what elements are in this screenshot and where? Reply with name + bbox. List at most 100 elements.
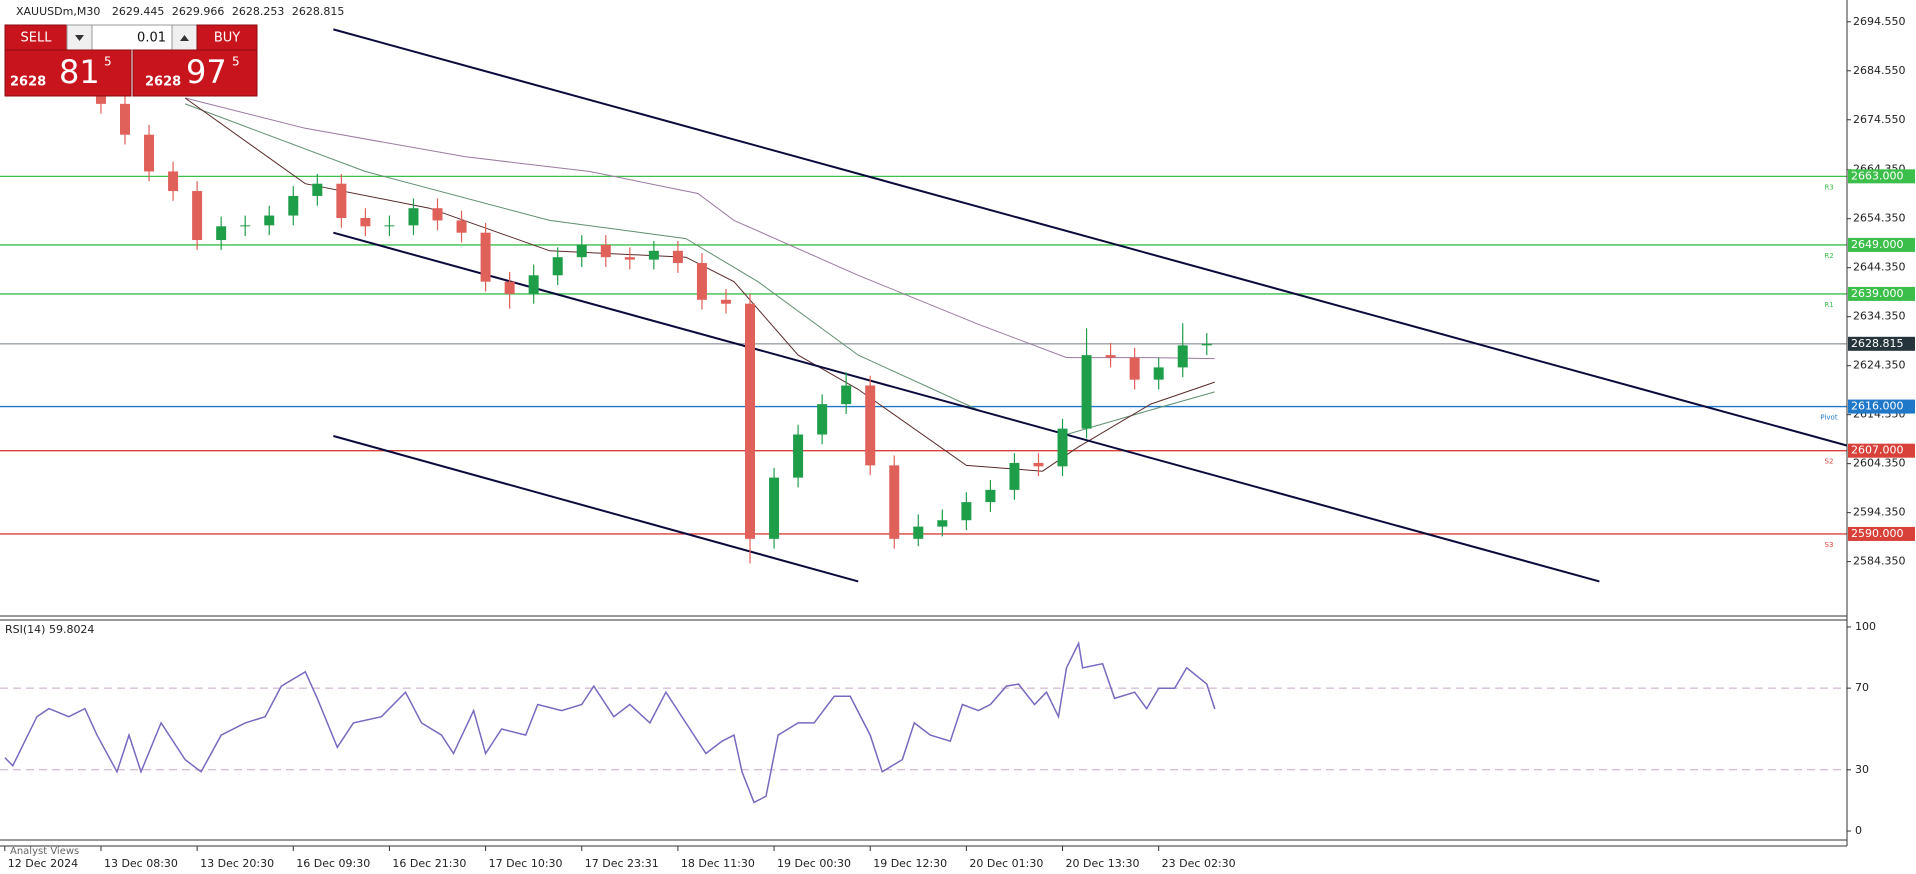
ask-big: 2628 bbox=[145, 75, 181, 90]
level-box bbox=[1848, 526, 1915, 541]
buy-label: BUY bbox=[214, 31, 240, 46]
level-tag: S2 bbox=[1825, 458, 1834, 466]
y-tick-label: 2644.350 bbox=[1853, 261, 1906, 274]
x-tick-label: 23 Dec 02:30 bbox=[1162, 857, 1236, 870]
y-tick-label: 2674.550 bbox=[1853, 113, 1906, 126]
candle-body bbox=[120, 103, 131, 135]
candle-body bbox=[528, 275, 539, 294]
level-label: 2663.000 bbox=[1851, 169, 1904, 182]
buy-button[interactable] bbox=[196, 24, 258, 51]
candle-body bbox=[793, 434, 804, 478]
sell-label: SELL bbox=[21, 31, 53, 46]
level-box bbox=[1848, 286, 1915, 301]
candle-body bbox=[1105, 355, 1116, 358]
level-box bbox=[1848, 336, 1915, 351]
x-tick-label: 19 Dec 12:30 bbox=[873, 857, 947, 870]
candle-body bbox=[1177, 345, 1188, 368]
sell-button[interactable] bbox=[4, 24, 68, 51]
candle-body bbox=[889, 465, 900, 539]
candle-body bbox=[624, 257, 635, 260]
quote-close: 2628.815 bbox=[292, 5, 345, 18]
price-panel: R3 R2 R1 Pivot S2 S3 bbox=[0, 28, 1847, 583]
x-tick-label: 16 Dec 09:30 bbox=[296, 857, 370, 870]
candle-body bbox=[552, 257, 563, 276]
symbol-header: XAUUSDm,M30 2629.445 2629.966 2628.253 2… bbox=[16, 5, 344, 18]
candle-body bbox=[985, 489, 996, 503]
level-label: 2590.000 bbox=[1851, 527, 1904, 540]
trend-line bbox=[333, 435, 859, 583]
y-tick-label: 70 bbox=[1855, 681, 1869, 694]
x-tick-label: 13 Dec 08:30 bbox=[104, 857, 178, 870]
bid-pips: 81 bbox=[59, 53, 100, 91]
lot-value: 0.01 bbox=[137, 31, 166, 46]
bid-box[interactable] bbox=[4, 49, 132, 97]
y-tick-label: 100 bbox=[1855, 620, 1876, 633]
candle-body bbox=[504, 281, 515, 294]
candle-body bbox=[720, 299, 731, 304]
level-label: 2649.000 bbox=[1851, 238, 1904, 251]
candle-body bbox=[648, 250, 659, 260]
level-box bbox=[1848, 169, 1915, 184]
ask-pips: 97 bbox=[186, 53, 227, 91]
candle-body bbox=[432, 208, 443, 221]
trend-line bbox=[333, 28, 1847, 447]
candle-body bbox=[1081, 355, 1092, 429]
level-tag: Pivot bbox=[1820, 414, 1837, 422]
candle-body bbox=[216, 226, 227, 241]
tab-label[interactable]: Analyst Views bbox=[10, 846, 79, 857]
candle-body bbox=[192, 191, 203, 241]
x-tick-label: 20 Dec 13:30 bbox=[1066, 857, 1140, 870]
level-label: 2639.000 bbox=[1851, 287, 1904, 300]
bid-point: 5 bbox=[104, 55, 112, 69]
candle-body bbox=[384, 225, 395, 227]
y-tick-label: 2594.350 bbox=[1853, 506, 1906, 519]
candle-body bbox=[600, 244, 611, 258]
candle-body bbox=[696, 263, 707, 300]
candle-body bbox=[961, 502, 972, 521]
x-tick-label: 20 Dec 01:30 bbox=[969, 857, 1043, 870]
level-box bbox=[1848, 399, 1915, 414]
symbol: XAUUSDm,M30 bbox=[16, 5, 100, 18]
quote-low: 2628.253 bbox=[232, 5, 285, 18]
level-box bbox=[1848, 443, 1915, 458]
x-tick-label: 18 Dec 11:30 bbox=[681, 857, 755, 870]
candle-body bbox=[168, 171, 179, 192]
level-tag: R3 bbox=[1824, 183, 1833, 191]
candle-body bbox=[1201, 343, 1212, 346]
y-tick-label: 2694.550 bbox=[1853, 15, 1906, 28]
level-tag: R2 bbox=[1824, 252, 1833, 260]
candle-body bbox=[288, 195, 299, 216]
arrow-icon bbox=[75, 35, 84, 41]
candle-body bbox=[913, 526, 924, 539]
candle-body bbox=[769, 477, 780, 539]
ask-box[interactable] bbox=[132, 49, 258, 97]
y-tick-label: 2654.350 bbox=[1853, 212, 1906, 225]
candle-body bbox=[408, 208, 419, 226]
y-tick-label: 30 bbox=[1855, 763, 1869, 776]
quote-high: 2629.966 bbox=[172, 5, 225, 18]
candle-body bbox=[312, 183, 323, 196]
candle-body bbox=[817, 404, 828, 435]
x-tick-label: 17 Dec 23:31 bbox=[585, 857, 659, 870]
candle-body bbox=[1057, 428, 1068, 467]
rsi-panel bbox=[0, 640, 1847, 804]
level-tag: S3 bbox=[1825, 541, 1834, 549]
candle-body bbox=[1129, 357, 1140, 380]
y-tick-label: 2634.350 bbox=[1853, 310, 1906, 323]
candle-body bbox=[240, 225, 251, 227]
level-label: 2607.000 bbox=[1851, 444, 1904, 457]
quote-open: 2629.445 bbox=[112, 5, 165, 18]
y-tick-label: 2684.550 bbox=[1853, 64, 1906, 77]
candle-body bbox=[144, 134, 155, 172]
level-tag: R1 bbox=[1824, 301, 1833, 309]
rsi-line bbox=[4, 640, 1216, 804]
bid-big: 2628 bbox=[10, 75, 46, 90]
x-tick-label: 17 Dec 10:30 bbox=[489, 857, 563, 870]
candle-body bbox=[745, 303, 756, 539]
x-tick-label: 13 Dec 20:30 bbox=[200, 857, 274, 870]
y-tick-label: 2584.350 bbox=[1853, 555, 1906, 568]
candle-body bbox=[1153, 367, 1164, 380]
candle-body bbox=[336, 183, 347, 218]
